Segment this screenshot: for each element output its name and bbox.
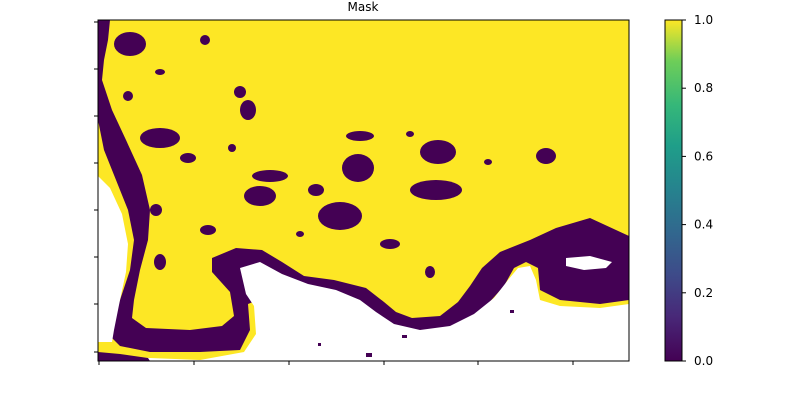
colorbar-tick-label-3: 0.6: [694, 149, 713, 163]
colorbar-ticks: 0.0 0.2 0.4 0.6 0.8 1.0: [682, 13, 713, 368]
heatmap-image: [98, 20, 629, 361]
colorbar-gradient: [665, 20, 682, 361]
colorbar-tick-label-5: 1.0: [694, 13, 713, 27]
no-data-top-right: [566, 256, 612, 270]
colorbar-frame: [664, 19, 683, 362]
no-data-left: [98, 176, 128, 342]
chart-title: Mask: [348, 0, 379, 14]
no-data-bottom-left: [98, 352, 150, 361]
colorbar-tick-label-1: 0.2: [694, 286, 713, 300]
inland-mask-holes: [114, 32, 556, 278]
heatmap-axes-frame: [97, 19, 630, 362]
colorbar-tick-label-0: 0.0: [694, 354, 713, 368]
mask-border-region: [98, 20, 629, 352]
scattered-mask-specks: [318, 310, 514, 357]
x-axis-ticks: [98, 361, 574, 365]
y-axis-ticks: [94, 21, 98, 353]
colorbar-tick-label-2: 0.4: [694, 218, 713, 232]
colorbar-tick-label-4: 0.8: [694, 81, 713, 95]
no-data-bottom: [98, 262, 629, 361]
